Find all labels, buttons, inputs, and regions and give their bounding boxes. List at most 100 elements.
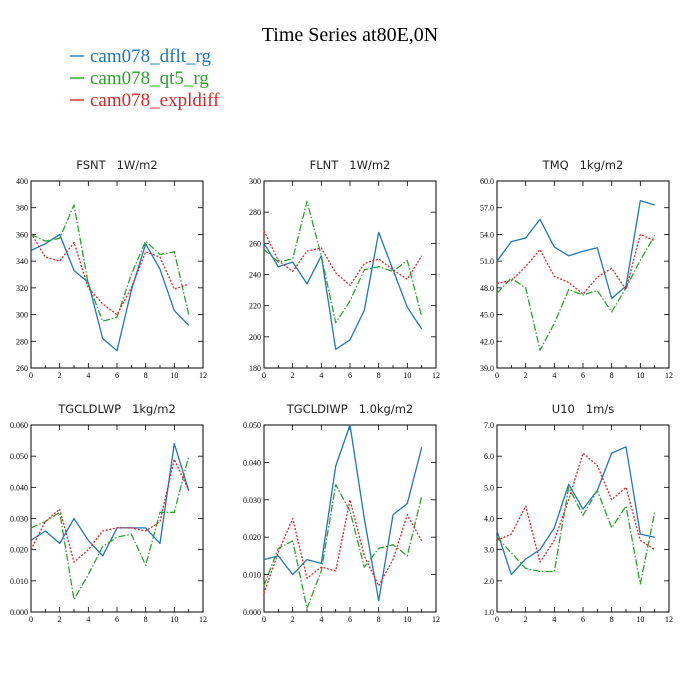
y-tick-label-tmq: 51.0 bbox=[480, 257, 494, 266]
y-tick-label-fsnt: 280 bbox=[16, 337, 28, 346]
series-line-cam078-dflt-rg-fsnt bbox=[30, 233, 190, 352]
series-line-cam078-qt5-rg-fsnt bbox=[30, 204, 190, 322]
y-tick-label-tgcldlwp: 0.030 bbox=[10, 515, 28, 524]
y-tick-label-flnt: 260 bbox=[249, 239, 261, 248]
x-tick-label-tgcldlwp: 8 bbox=[144, 615, 148, 624]
x-tick-label-tgcldiwp: 0 bbox=[262, 615, 266, 624]
y-tick-label-u10: 6.0 bbox=[484, 452, 494, 461]
panel-title-tgcldlwp: TGCLDLWP 1kg/m2 bbox=[57, 402, 176, 416]
x-tick-label-tgcldiwp: 8 bbox=[377, 615, 381, 624]
y-tick-label-u10: 3.0 bbox=[484, 546, 494, 555]
x-tick-label-tgcldlwp: 4 bbox=[86, 615, 90, 624]
x-tick-label-tgcldiwp: 2 bbox=[291, 615, 295, 624]
y-tick-label-tgcldiwp: 0.010 bbox=[243, 571, 261, 580]
y-tick-label-flnt: 220 bbox=[249, 302, 261, 311]
y-tick-label-tgcldlwp: 0.040 bbox=[10, 483, 28, 492]
x-tick-label-u10: 12 bbox=[665, 615, 673, 624]
series-line-cam078-dflt-rg-flnt bbox=[263, 231, 423, 350]
y-tick-label-u10: 7.0 bbox=[484, 421, 494, 430]
legend-label-cam078-qt5-rg: cam078_qt5_rg bbox=[90, 68, 209, 89]
y-tick-label-fsnt: 400 bbox=[16, 177, 28, 186]
x-tick-label-flnt: 8 bbox=[377, 371, 381, 380]
y-tick-label-tmq: 60.0 bbox=[480, 177, 494, 186]
x-tick-label-u10: 0 bbox=[495, 615, 499, 624]
x-tick-label-tmq: 0 bbox=[495, 371, 499, 380]
y-tick-label-tmq: 57.0 bbox=[480, 204, 494, 213]
panel-title-u10: U10 1m/s bbox=[552, 402, 614, 416]
y-tick-label-fsnt: 320 bbox=[16, 284, 28, 293]
x-tick-label-tmq: 2 bbox=[524, 371, 528, 380]
series-line-cam078-expldiff-tgcldiwp bbox=[263, 499, 423, 594]
series-line-cam078-expldiff-tmq bbox=[496, 233, 655, 295]
x-tick-label-fsnt: 12 bbox=[199, 371, 207, 380]
plot-frame-u10 bbox=[496, 424, 670, 613]
y-tick-label-fsnt: 360 bbox=[16, 230, 28, 239]
y-tick-label-fsnt: 300 bbox=[16, 311, 28, 320]
panels: FSNT 1W/m20 2 4 6 8 10 12260280300320340360380… bbox=[10, 158, 673, 624]
x-tick-label-flnt: 4 bbox=[319, 371, 323, 380]
x-tick-label-fsnt: 4 bbox=[86, 371, 90, 380]
plot-frame-fsnt bbox=[30, 180, 204, 369]
panel-tgcldlwp: TGCLDLWP 1kg/m2 0 2 4 6 8 10 12 0.000 0.010 0.020 0… bbox=[10, 402, 207, 624]
x-tick-label-tgcldiwp: 12 bbox=[432, 615, 440, 624]
y-tick-label-flnt: 280 bbox=[249, 208, 261, 217]
y-tick-label-tmq: 42.0 bbox=[480, 337, 494, 346]
y-tick-label-tgcldiwp: 0.020 bbox=[243, 533, 261, 542]
series-line-cam078-expldiff-flnt bbox=[263, 230, 423, 287]
x-tick-label-fsnt: 8 bbox=[144, 371, 148, 380]
series-line-cam078-dflt-rg-u10 bbox=[496, 446, 655, 576]
x-tick-label-flnt: 12 bbox=[432, 371, 440, 380]
x-tick-label-u10: 10 bbox=[636, 615, 644, 624]
y-tick-label-tgcldlwp: 0.050 bbox=[10, 452, 28, 461]
y-tick-label-u10: 4.0 bbox=[484, 515, 494, 524]
y-tick-label-u10: 5.0 bbox=[484, 483, 494, 492]
y-tick-label-flnt: 300 bbox=[249, 177, 261, 186]
panel-flnt: FLNT 1W/m2 0 2 4 6 8 10 12 180 200 220 240 260 280 300 bbox=[249, 158, 440, 380]
series-line-cam078-qt5-rg-tmq bbox=[496, 234, 656, 351]
x-tick-label-tmq: 4 bbox=[552, 371, 556, 380]
y-tick-label-tgcldlwp: 0.060 bbox=[10, 421, 28, 430]
x-tick-label-tmq: 10 bbox=[636, 371, 644, 380]
y-tick-label-flnt: 180 bbox=[249, 364, 261, 373]
y-tick-label-fsnt: 260 bbox=[16, 364, 28, 373]
series-line-cam078-dflt-rg-tgcldiwp bbox=[263, 424, 423, 602]
x-tick-label-tgcldlwp: 2 bbox=[58, 615, 62, 624]
legend-label-cam078-dflt-rg: cam078_dflt_rg bbox=[90, 46, 212, 67]
x-tick-label-u10: 2 bbox=[524, 615, 528, 624]
x-tick-label-tmq: 8 bbox=[610, 371, 614, 380]
plot-frame-tmq bbox=[496, 180, 670, 369]
x-tick-label-tgcldlwp: 0 bbox=[29, 615, 33, 624]
x-tick-label-flnt: 0 bbox=[262, 371, 266, 380]
panel-tmq: TMQ 1kg/m2 0 2 4 6 8 10 12 39.0 42.0 45.0 48.0 51.0 5… bbox=[480, 158, 673, 380]
y-tick-label-tmq: 48.0 bbox=[480, 284, 494, 293]
x-tick-label-tgcldlwp: 12 bbox=[199, 615, 207, 624]
x-tick-label-fsnt: 0 bbox=[29, 371, 33, 380]
series-line-cam078-qt5-rg-tgcldiwp bbox=[263, 484, 423, 609]
x-tick-label-tgcldlwp: 6 bbox=[115, 615, 119, 624]
legend: cam078_dflt_rgcam078_qt5_rgcam078_expldi… bbox=[70, 46, 220, 111]
x-tick-label-fsnt: 6 bbox=[115, 371, 119, 380]
panel-title-flnt: FLNT 1W/m2 bbox=[310, 158, 391, 172]
legend-label-cam078-expldiff: cam078_expldiff bbox=[90, 90, 220, 111]
y-tick-label-fsnt: 340 bbox=[16, 257, 28, 266]
y-tick-label-tgcldiwp: 0.040 bbox=[243, 458, 261, 467]
y-tick-label-tmq: 45.0 bbox=[480, 311, 494, 320]
y-tick-label-tgcldiwp: 0.000 bbox=[243, 608, 261, 617]
series-line-cam078-expldiff-u10 bbox=[496, 452, 656, 563]
plot-frame-tgcldiwp bbox=[263, 424, 437, 613]
x-tick-label-u10: 4 bbox=[552, 615, 556, 624]
y-tick-label-flnt: 240 bbox=[249, 271, 261, 280]
series-line-cam078-qt5-rg-u10 bbox=[496, 486, 656, 585]
figure-title: Time Series at80E,0N bbox=[262, 24, 438, 46]
series-line-cam078-qt5-rg-flnt bbox=[263, 200, 423, 324]
x-tick-label-flnt: 6 bbox=[348, 371, 352, 380]
x-tick-label-tgcldiwp: 6 bbox=[348, 615, 352, 624]
y-tick-label-tgcldlwp: 0.020 bbox=[10, 546, 28, 555]
x-tick-label-fsnt: 10 bbox=[170, 371, 178, 380]
series-line-cam078-expldiff-tgcldlwp bbox=[30, 458, 190, 563]
y-tick-label-fsnt: 380 bbox=[16, 204, 28, 213]
panel-title-tgcldiwp: TGCLDIWP 1.0kg/m2 bbox=[286, 402, 414, 416]
x-tick-label-tmq: 6 bbox=[581, 371, 585, 380]
panel-fsnt: FSNT 1W/m2 0 2 4 6 8 10 12 260 280 300 320 340 360 380… bbox=[16, 158, 207, 380]
